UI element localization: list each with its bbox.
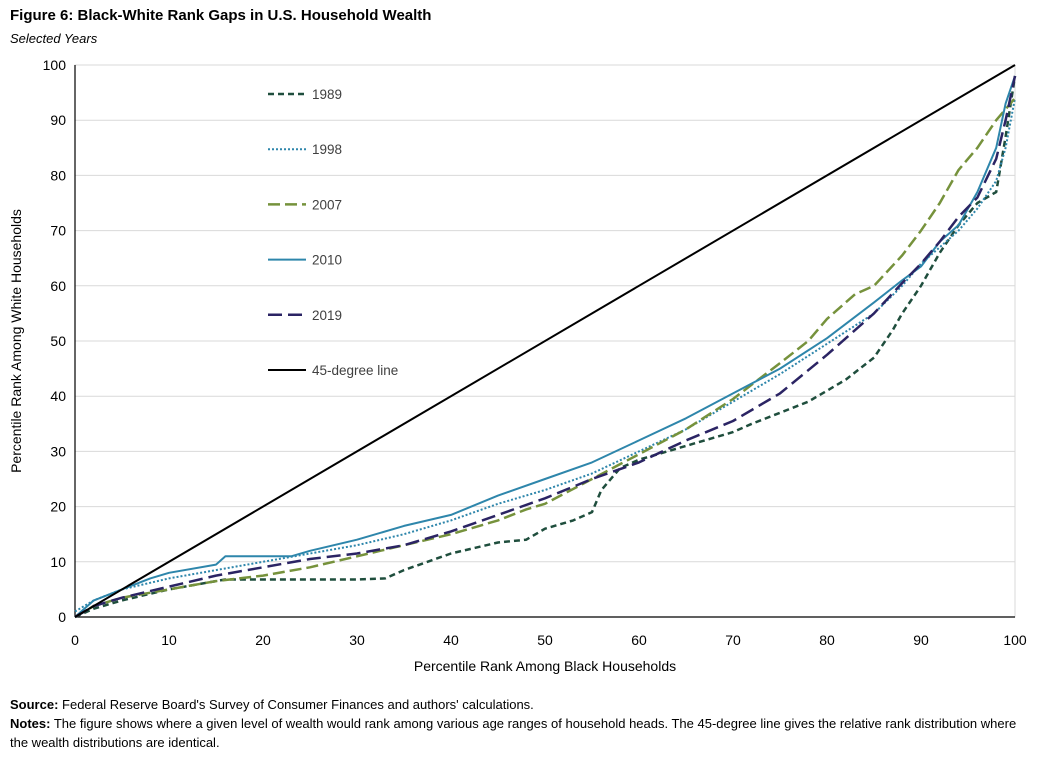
series-line-2007 (74, 97, 1016, 619)
x-tick-labels: 0 10 20 30 40 50 60 70 80 90 100 (71, 632, 1027, 648)
source-label: Source: (10, 697, 59, 712)
series-line-45-degree-line (74, 64, 1016, 618)
y-tick-label: 20 (50, 499, 66, 515)
series-line-1989 (74, 75, 1017, 619)
series-line-2010 (74, 75, 1016, 618)
legend-label: 2019 (312, 308, 342, 323)
legend-label: 2010 (312, 253, 342, 268)
y-tick-label: 100 (43, 57, 67, 73)
legend: 1989 1998 2007 2010 2019 45-degree line (268, 87, 398, 378)
y-tick-label: 30 (50, 443, 66, 459)
notes-note: Notes: The figure shows where a given le… (10, 714, 1030, 752)
x-tick-label: 0 (71, 632, 79, 648)
legend-label: 2007 (312, 197, 342, 212)
x-tick-label: 20 (255, 632, 271, 648)
footnotes: Source: Federal Reserve Board's Survey o… (10, 695, 1030, 752)
figure-subtitle: Selected Years (10, 31, 98, 46)
series-line-1998 (74, 97, 1016, 613)
line-chart: 0 10 20 30 40 50 60 70 80 90 100 0 10 20 30 40 50 60 70 80… (8, 57, 1027, 674)
y-tick-label: 10 (50, 554, 66, 570)
y-tick-label: 50 (50, 333, 66, 349)
y-tick-label: 60 (50, 278, 66, 294)
legend-label: 45-degree line (312, 363, 398, 378)
x-tick-label: 50 (537, 632, 553, 648)
y-tick-labels: 0 10 20 30 40 50 60 70 80 90 100 (43, 57, 67, 625)
y-axis-title: Percentile Rank Among White Households (8, 209, 24, 473)
x-tick-label: 60 (631, 632, 647, 648)
x-tick-label: 10 (161, 632, 177, 648)
y-tick-label: 70 (50, 223, 66, 239)
x-tick-label: 90 (913, 632, 929, 648)
x-tick-label: 30 (349, 632, 365, 648)
notes-text: The figure shows where a given level of … (10, 716, 1017, 750)
notes-label: Notes: (10, 716, 51, 731)
legend-label: 1989 (312, 87, 342, 102)
x-tick-label: 40 (443, 632, 459, 648)
y-tick-label: 40 (50, 388, 66, 404)
x-tick-label: 70 (725, 632, 741, 648)
axes (74, 65, 1015, 618)
x-tick-label: 80 (819, 632, 835, 648)
y-tick-label: 80 (50, 167, 66, 183)
y-tick-label: 90 (50, 112, 66, 128)
figure-title: Figure 6: Black-White Rank Gaps in U.S. … (10, 7, 432, 24)
source-note: Source: Federal Reserve Board's Survey o… (10, 695, 1030, 714)
legend-label: 1998 (312, 142, 342, 157)
x-axis-title: Percentile Rank Among Black Households (414, 658, 676, 674)
y-tick-label: 0 (58, 609, 66, 625)
series-line-2019 (74, 75, 1017, 619)
x-tick-label: 100 (1003, 632, 1027, 648)
source-text: Federal Reserve Board's Survey of Consum… (62, 697, 534, 712)
series-lines (74, 64, 1017, 619)
